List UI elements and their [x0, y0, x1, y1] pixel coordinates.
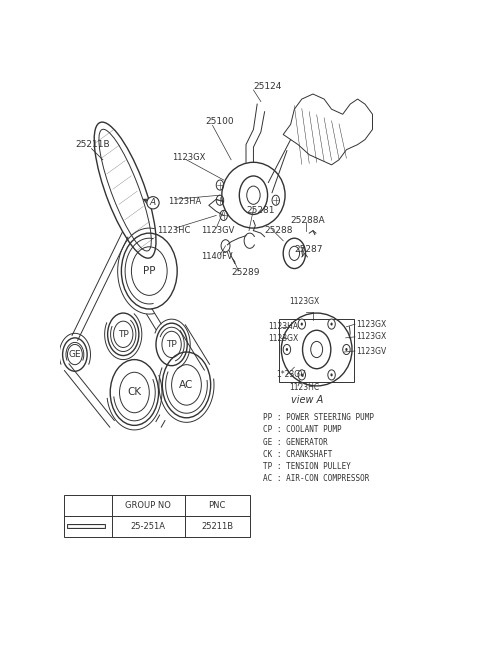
Text: AC: AC [180, 380, 193, 390]
Text: 25287: 25287 [294, 245, 323, 254]
Circle shape [300, 323, 303, 326]
Text: 1123GX: 1123GX [356, 332, 386, 342]
Circle shape [286, 348, 288, 351]
Text: 25288A: 25288A [290, 216, 325, 225]
Circle shape [328, 370, 335, 380]
Circle shape [298, 319, 305, 329]
Circle shape [328, 319, 335, 329]
Text: 1123GX: 1123GX [356, 320, 386, 328]
Text: 1123GX: 1123GX [172, 153, 205, 162]
Text: GE: GE [69, 350, 81, 359]
Circle shape [343, 344, 350, 355]
Circle shape [345, 348, 348, 351]
Text: A: A [150, 198, 156, 207]
Text: 25281: 25281 [246, 206, 275, 215]
Text: 1123GX: 1123GX [289, 297, 319, 306]
Text: PP: PP [143, 266, 156, 276]
Circle shape [298, 370, 305, 380]
Text: 1123HC: 1123HC [289, 383, 319, 392]
Text: 25211B: 25211B [75, 140, 109, 149]
Text: GE : GENERATOR: GE : GENERATOR [263, 438, 327, 447]
Text: 1123HC: 1123HC [156, 226, 190, 235]
Text: PP : POWER STEERING PUMP: PP : POWER STEERING PUMP [263, 413, 374, 422]
Bar [279, 319, 354, 382]
Text: 1140FV: 1140FV [202, 252, 233, 261]
Text: CK: CK [127, 388, 142, 397]
Text: 1123HA: 1123HA [168, 197, 201, 206]
Text: 25288: 25288 [264, 226, 293, 235]
Text: 25-251A: 25-251A [131, 522, 166, 531]
Text: 1123HA: 1123HA [268, 322, 299, 331]
Text: 25124: 25124 [253, 82, 282, 91]
Bar [64, 495, 250, 537]
Circle shape [283, 344, 290, 355]
Text: PNC: PNC [208, 501, 226, 510]
Circle shape [330, 373, 333, 376]
Text: 25100: 25100 [205, 118, 234, 126]
Text: 25211B: 25211B [201, 522, 233, 531]
Text: view A: view A [291, 395, 324, 405]
Text: CP : COOLANT PUMP: CP : COOLANT PUMP [263, 426, 341, 434]
Text: 25289: 25289 [231, 267, 260, 277]
Text: TP: TP [118, 330, 129, 339]
Text: 1123GV: 1123GV [356, 346, 386, 355]
Text: AC : AIR-CON COMPRESSOR: AC : AIR-CON COMPRESSOR [263, 474, 369, 483]
Text: 1*23GV: 1*23GV [276, 371, 305, 379]
Text: TP : TENSION PULLEY: TP : TENSION PULLEY [263, 462, 350, 471]
Circle shape [300, 373, 303, 376]
Circle shape [330, 323, 333, 326]
Text: 1123GX: 1123GX [268, 334, 299, 343]
Text: TP: TP [166, 340, 177, 349]
Text: GROUP NO: GROUP NO [125, 501, 171, 510]
Text: CK : CRANKSHAFT: CK : CRANKSHAFT [263, 449, 332, 459]
Text: 1123GV: 1123GV [202, 226, 235, 235]
